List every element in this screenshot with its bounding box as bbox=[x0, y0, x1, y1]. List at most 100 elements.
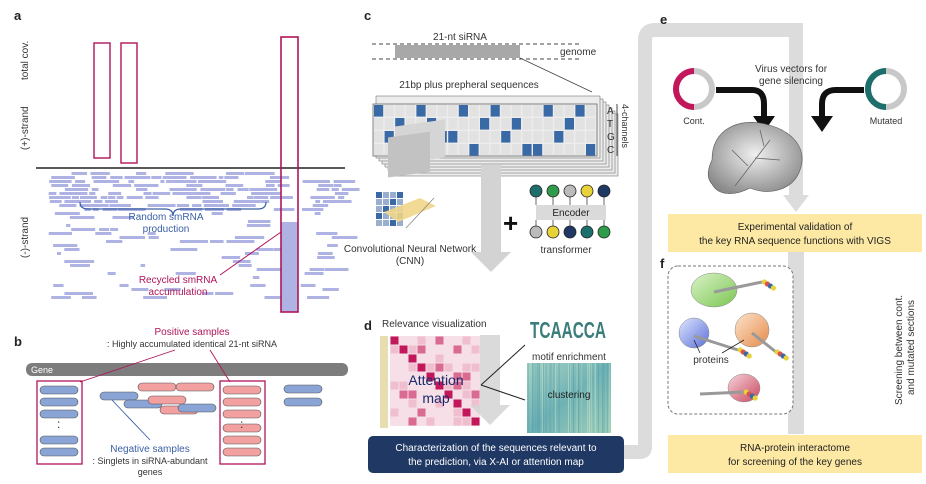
attention-cell bbox=[471, 417, 480, 426]
attention-cell bbox=[399, 336, 408, 345]
cnn-cell bbox=[397, 220, 403, 226]
read-segment bbox=[210, 240, 224, 243]
motif-logo-text: TCAACCA bbox=[530, 317, 606, 343]
matrix-cell bbox=[554, 118, 564, 130]
sirna-label: 21-nt siRNA bbox=[433, 32, 487, 43]
workflow-connector-arrow bbox=[624, 23, 803, 459]
matrix-cell bbox=[469, 105, 479, 117]
attention-cell bbox=[426, 363, 435, 372]
cnn-cell bbox=[397, 192, 403, 198]
read-coverage-pileup bbox=[48, 172, 360, 299]
matrix-cell bbox=[384, 118, 394, 130]
read-segment bbox=[327, 244, 338, 247]
read-segment bbox=[256, 268, 283, 271]
negative-samples-subtitle-1: : Singlets in siRNA-abundant bbox=[92, 456, 208, 466]
tf-node-bottom bbox=[580, 225, 594, 239]
read-pill bbox=[222, 447, 262, 457]
read-segment bbox=[164, 288, 181, 291]
read-segment bbox=[176, 204, 190, 207]
matrix-cell bbox=[511, 131, 521, 143]
read-pill bbox=[283, 397, 323, 407]
virus-vectors-label-1: Virus vectors for bbox=[755, 64, 828, 75]
positive-samples-subtitle: : Highly accumulated identical 21-nt siR… bbox=[107, 339, 277, 349]
read-segment bbox=[112, 216, 135, 219]
panel-f: f proteins Screening between cont. and m… bbox=[660, 256, 922, 473]
read-pill bbox=[39, 447, 79, 457]
attention-cell bbox=[408, 417, 417, 426]
read-segment bbox=[81, 296, 97, 299]
read-segment bbox=[160, 180, 165, 183]
read-segment bbox=[218, 176, 224, 179]
read-segment bbox=[203, 204, 229, 207]
sirna-zoom-line bbox=[519, 57, 593, 93]
protein bbox=[690, 272, 738, 308]
matrix-cell bbox=[533, 118, 543, 130]
read-segment bbox=[104, 200, 118, 203]
attention-cell bbox=[435, 345, 444, 354]
read-segment bbox=[128, 180, 135, 183]
read-segment bbox=[186, 196, 202, 199]
read-segment bbox=[322, 200, 352, 203]
attention-cell bbox=[417, 417, 426, 426]
read-segment bbox=[136, 172, 147, 175]
attention-cell bbox=[471, 408, 480, 417]
attention-cell bbox=[435, 408, 444, 417]
read-segment bbox=[75, 180, 86, 183]
read-segment bbox=[265, 180, 281, 183]
attention-cell bbox=[444, 363, 453, 372]
attention-cell bbox=[408, 399, 417, 408]
mutated-arrowhead bbox=[811, 116, 833, 132]
rna-bead bbox=[783, 355, 789, 361]
matrix-cell bbox=[522, 105, 532, 117]
read-segment bbox=[49, 196, 71, 199]
read-segment bbox=[202, 196, 219, 199]
read-segment bbox=[233, 200, 261, 203]
attention-cell bbox=[444, 408, 453, 417]
cnn-cell bbox=[383, 199, 389, 205]
channels-label: 4-channels bbox=[620, 104, 630, 149]
read-segment bbox=[90, 172, 110, 175]
matrix-cell bbox=[437, 105, 447, 117]
read-segment bbox=[110, 228, 119, 231]
recycled-peak-box bbox=[280, 36, 299, 313]
attention-cell bbox=[417, 399, 426, 408]
read-segment bbox=[334, 192, 349, 195]
read-segment bbox=[309, 268, 324, 271]
matrix-cell bbox=[554, 131, 564, 143]
read-segment bbox=[220, 192, 236, 195]
read-segment bbox=[147, 232, 156, 235]
attention-cell bbox=[417, 345, 426, 354]
matrix-cell bbox=[374, 144, 384, 156]
read-pill bbox=[147, 395, 187, 405]
read-segment bbox=[316, 232, 338, 235]
read-pill bbox=[222, 385, 262, 395]
attention-cell bbox=[426, 408, 435, 417]
matrix-cell bbox=[469, 144, 479, 156]
read-segment bbox=[100, 196, 107, 199]
read-segment bbox=[116, 196, 124, 199]
attention-cell bbox=[462, 363, 471, 372]
positive-group-box-left bbox=[36, 380, 83, 465]
transformer-label: transformer bbox=[540, 245, 592, 256]
matrix-cell bbox=[575, 144, 585, 156]
read-segment bbox=[315, 200, 321, 203]
plus-sign: + bbox=[503, 208, 518, 238]
matrix-cell bbox=[490, 144, 500, 156]
attention-cell bbox=[435, 336, 444, 345]
read-segment bbox=[310, 196, 335, 199]
read-pill bbox=[222, 397, 262, 407]
attention-cell bbox=[390, 408, 399, 417]
attention-cell bbox=[453, 372, 462, 381]
rna-bead bbox=[770, 285, 777, 291]
positive-group-box-right bbox=[219, 380, 266, 465]
panel-c: c 21-nt siRNA genome 21bp plus prepheral… bbox=[344, 8, 630, 272]
matrix-cell bbox=[490, 131, 500, 143]
control-label: Cont. bbox=[683, 116, 705, 126]
read-segment bbox=[71, 228, 96, 231]
attention-cell bbox=[417, 408, 426, 417]
read-segment bbox=[186, 184, 203, 187]
read-segment bbox=[64, 260, 95, 263]
attention-cell bbox=[390, 363, 399, 372]
read-segment bbox=[110, 176, 123, 179]
attention-cell bbox=[399, 408, 408, 417]
